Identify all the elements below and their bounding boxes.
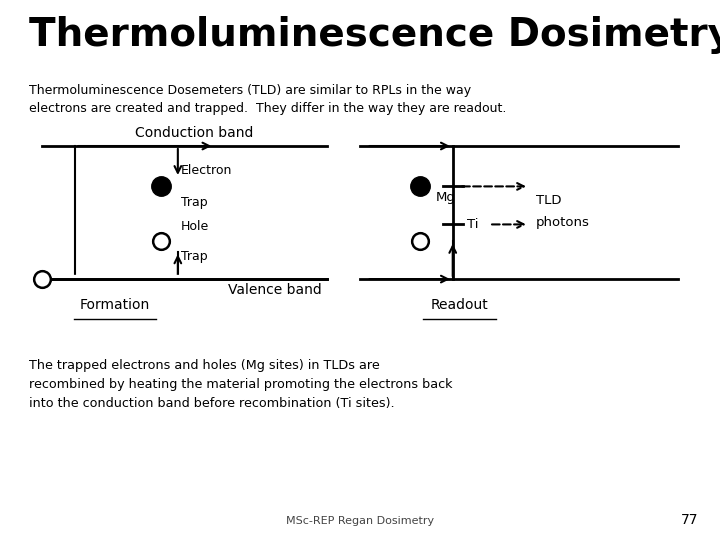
Text: Ti: Ti bbox=[467, 218, 479, 231]
Text: Trap: Trap bbox=[181, 196, 208, 209]
Text: Electron: Electron bbox=[181, 164, 233, 177]
Text: TLD: TLD bbox=[536, 194, 561, 207]
Text: photons: photons bbox=[536, 215, 590, 228]
Text: Hole: Hole bbox=[181, 219, 210, 233]
Text: into the conduction band before recombination (Ti sites).: into the conduction band before recombin… bbox=[29, 397, 395, 410]
Text: Readout: Readout bbox=[431, 298, 488, 312]
Text: Conduction band: Conduction band bbox=[135, 126, 253, 140]
Text: Thermoluminescence Dosemeters (TLD) are similar to RPLs in the way: Thermoluminescence Dosemeters (TLD) are … bbox=[29, 84, 471, 97]
Text: Thermoluminescence Dosimetry: Thermoluminescence Dosimetry bbox=[29, 16, 720, 54]
Text: MSc-REP Regan Dosimetry: MSc-REP Regan Dosimetry bbox=[286, 516, 434, 526]
Text: Formation: Formation bbox=[80, 298, 150, 312]
Text: recombined by heating the material promoting the electrons back: recombined by heating the material promo… bbox=[29, 378, 452, 391]
Text: Valence band: Valence band bbox=[228, 283, 321, 297]
Text: The trapped electrons and holes (Mg sites) in TLDs are: The trapped electrons and holes (Mg site… bbox=[29, 359, 379, 372]
Text: 77: 77 bbox=[681, 512, 698, 526]
Text: Trap: Trap bbox=[181, 249, 208, 262]
Text: Mg: Mg bbox=[436, 191, 456, 204]
Text: electrons are created and trapped.  They differ in the way they are readout.: electrons are created and trapped. They … bbox=[29, 102, 506, 114]
